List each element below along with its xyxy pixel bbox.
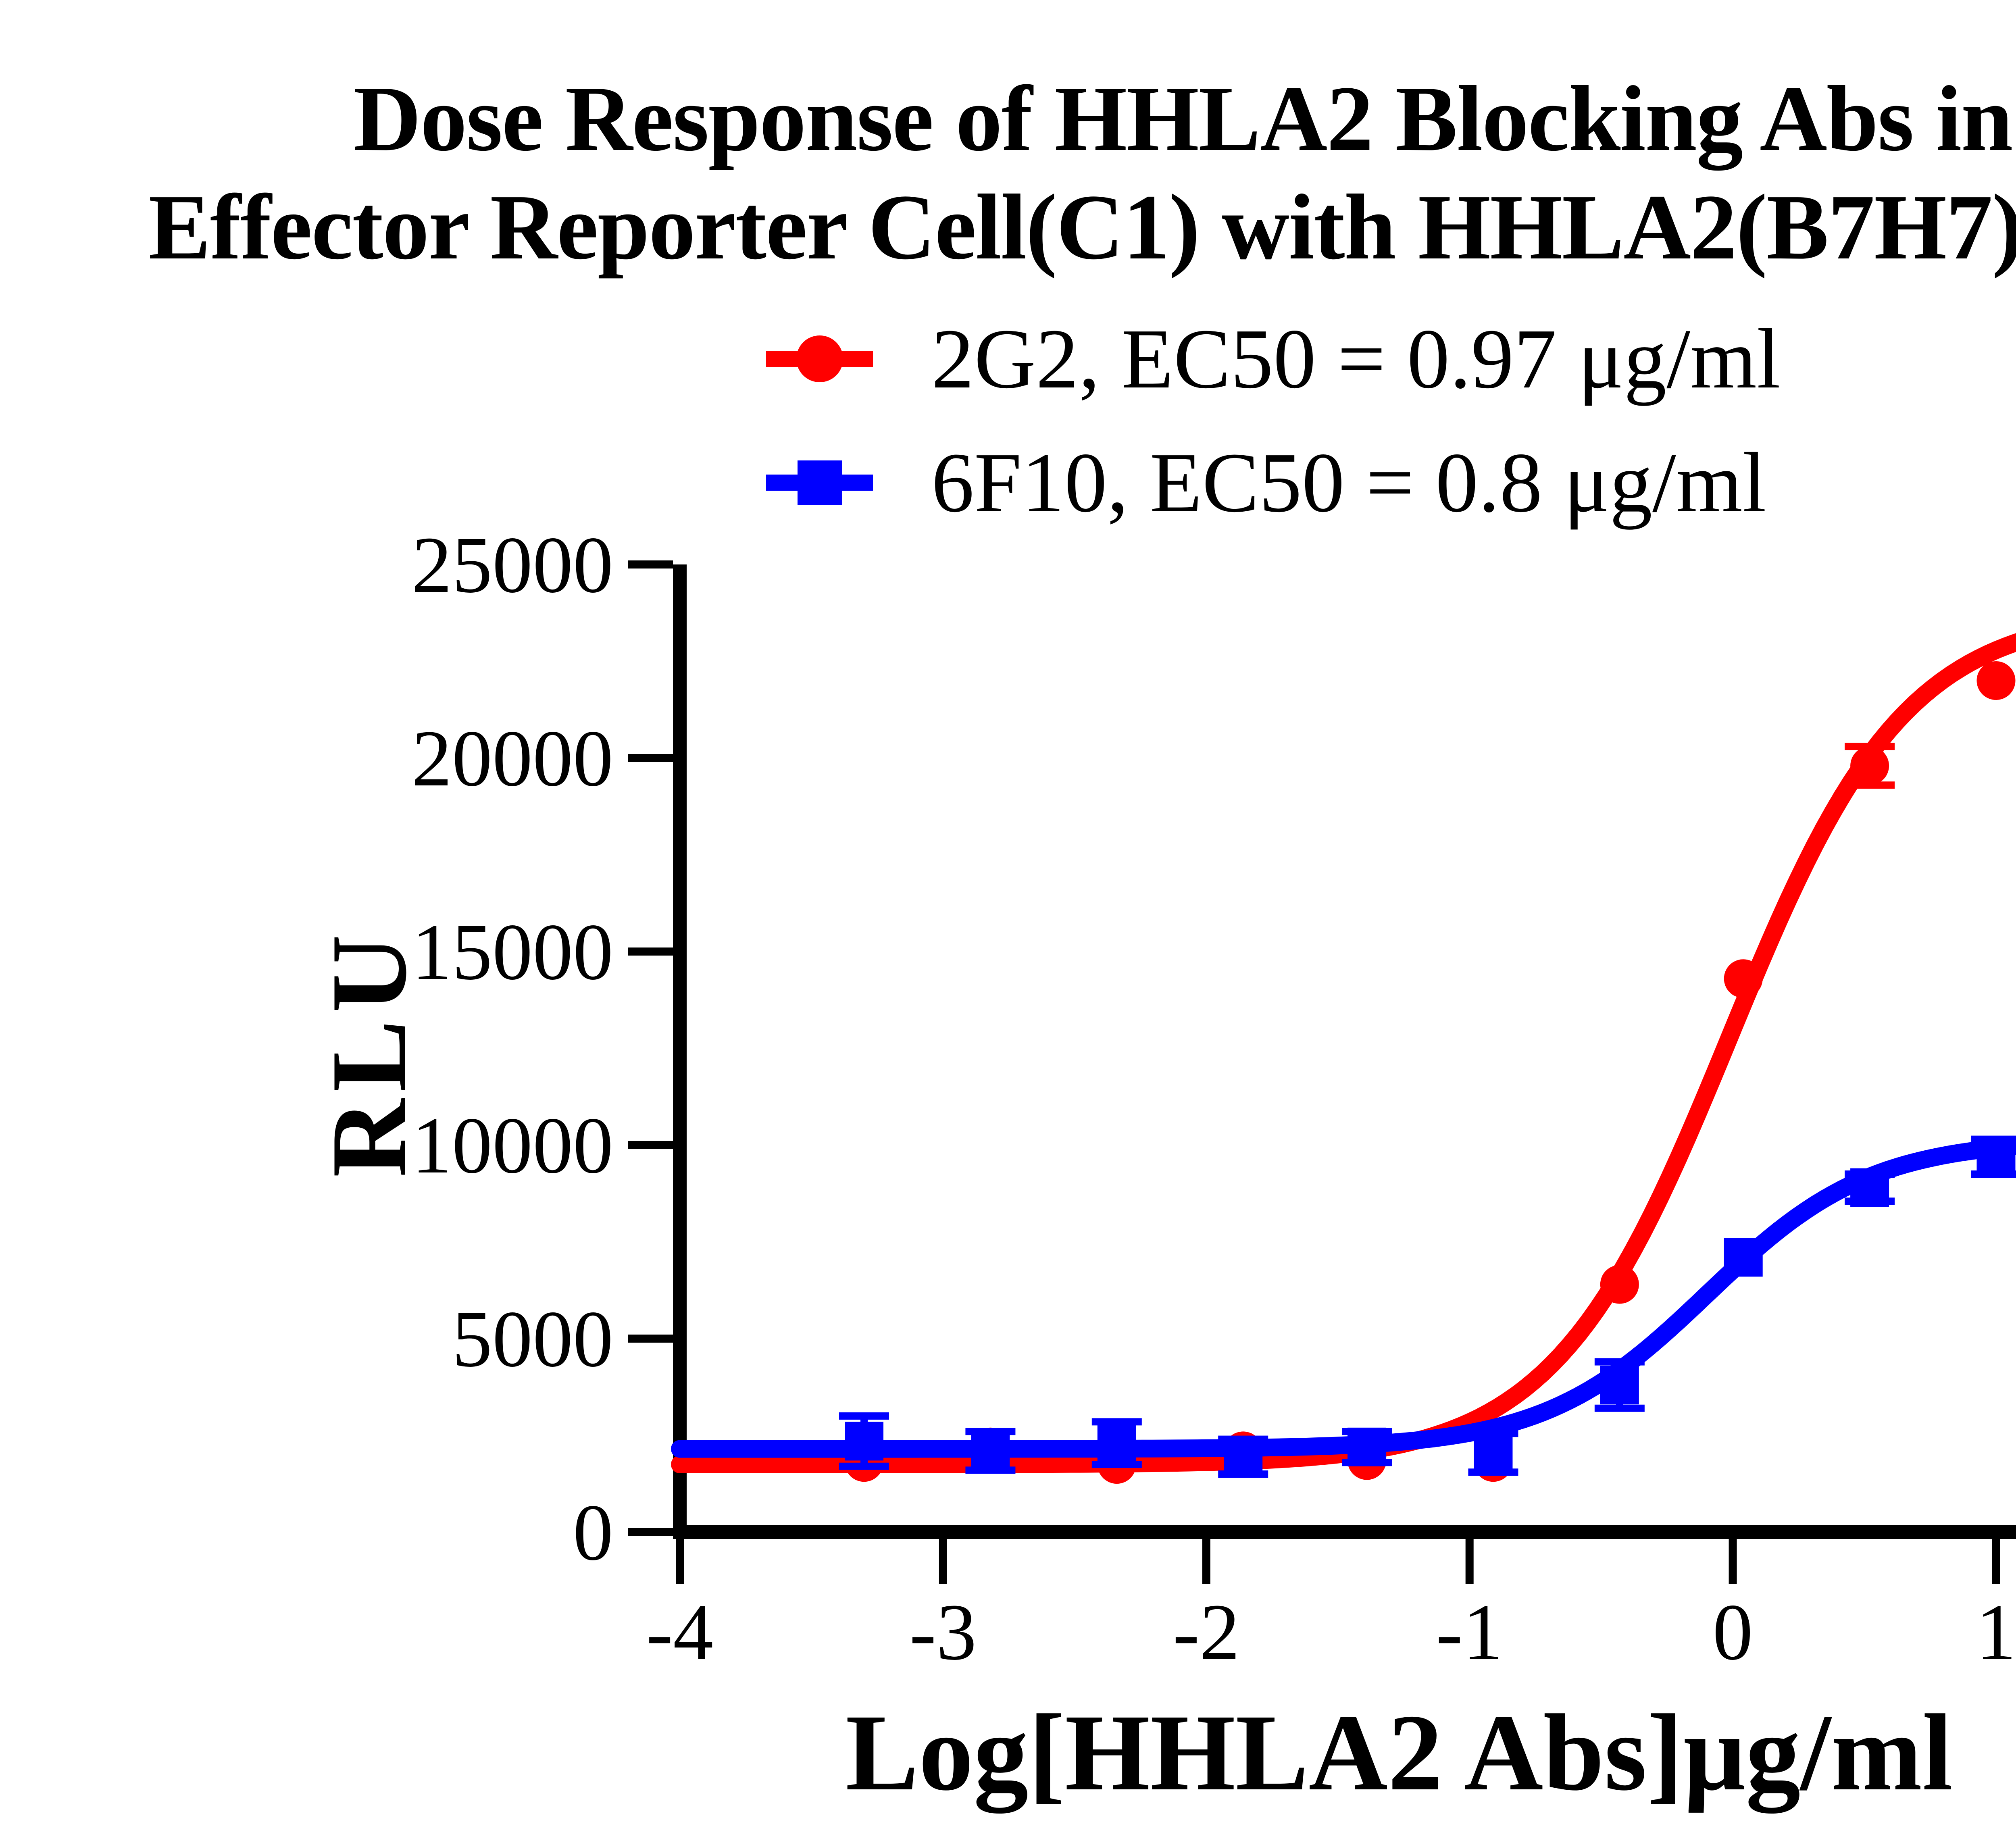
y-tick-label: 0 — [573, 1488, 613, 1577]
series-group — [671, 633, 2016, 1484]
legend-square-icon-6f10 — [797, 460, 842, 505]
series-2g2 — [671, 633, 2016, 1484]
2g2-data-point-circle — [1976, 661, 2016, 700]
2g2-data-point-circle — [1724, 959, 1763, 998]
y-axis-title: RLU — [309, 927, 429, 1177]
legend-circle-icon-2g2 — [796, 335, 843, 382]
chart-title-line2: Effector Reporter Cell(C1) with HHLA2(B7… — [148, 175, 2016, 279]
x-tick-label: -3 — [910, 1588, 977, 1677]
chart-title: Dose Response of HHLA2 Blocking Abs in K… — [0, 65, 2016, 281]
6f10-data-point-square — [971, 1431, 1010, 1470]
6f10-data-point-square — [1850, 1168, 1889, 1207]
x-tick-label: 1 — [1976, 1588, 2016, 1677]
legend-marker-2g2 — [766, 314, 873, 403]
6f10-data-point-square — [1224, 1437, 1263, 1476]
6f10-data-point-square — [1724, 1238, 1763, 1277]
legend-marker-6f10 — [766, 438, 873, 527]
series-6f10 — [671, 1135, 2016, 1478]
legend-item-6f10: 6F10, EC50 = 0.8 μg/ml — [766, 435, 1766, 530]
6f10-fit-curve — [671, 1137, 2016, 1458]
6f10-data-point-square — [1474, 1433, 1513, 1472]
legend-label-6f10: 6F10, EC50 = 0.8 μg/ml — [931, 435, 1766, 530]
chart-title-line1: Dose Response of HHLA2 Blocking Abs in K… — [353, 67, 2016, 171]
y-tick-label: 25000 — [412, 521, 613, 610]
y-tick-label: 15000 — [412, 908, 613, 997]
y-tick-label: 10000 — [412, 1101, 613, 1190]
6f10-data-point-square — [1097, 1424, 1136, 1463]
6f10-data-point-square — [1600, 1366, 1639, 1405]
axes: -4 -3 -2 -1 0 1 0 5000 10000 15000 20000 25000 — [412, 521, 2016, 1677]
y-tick-label: 5000 — [452, 1295, 613, 1384]
2g2-fit-curve — [671, 633, 2016, 1473]
6f10-data-point-square — [1347, 1427, 1387, 1466]
2g2-data-point-circle — [1600, 1265, 1639, 1304]
x-tick-label: -2 — [1173, 1588, 1240, 1677]
legend-label-2g2: 2G2, EC50 = 0.97 μg/ml — [931, 311, 1781, 406]
x-tick-label: -1 — [1436, 1588, 1503, 1677]
x-axis-title: Log[HHLA2 Abs]μg/ml — [845, 1692, 1953, 1813]
x-tick-label: -4 — [646, 1588, 714, 1677]
2g2-data-point-circle — [1850, 746, 1889, 785]
y-tick-label: 20000 — [412, 714, 613, 803]
6f10-data-point-square — [845, 1422, 884, 1461]
6f10-data-point-square — [1976, 1137, 2016, 1176]
x-tick-label: 0 — [1713, 1588, 1753, 1677]
legend-item-2g2: 2G2, EC50 = 0.97 μg/ml — [766, 311, 1781, 406]
